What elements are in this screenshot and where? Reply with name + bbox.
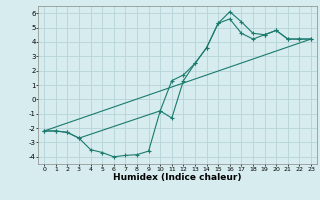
X-axis label: Humidex (Indice chaleur): Humidex (Indice chaleur) (113, 173, 242, 182)
